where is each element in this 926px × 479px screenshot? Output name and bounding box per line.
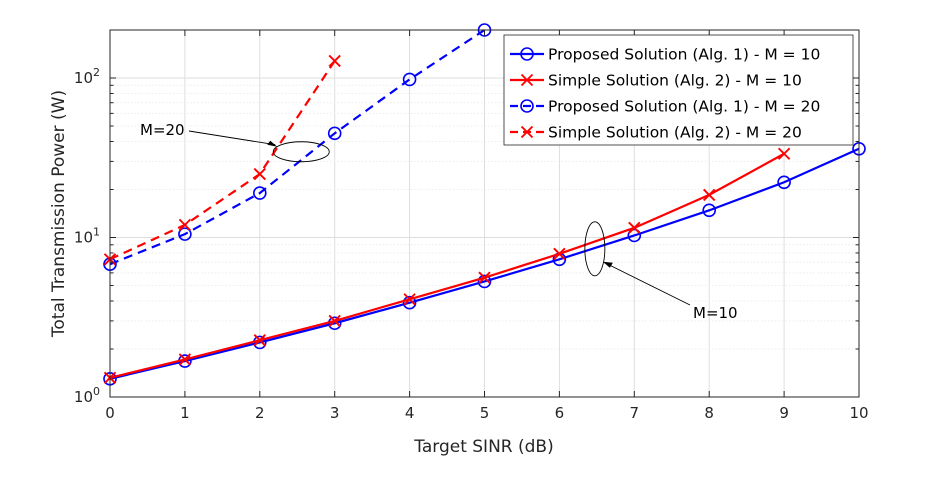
x-tick-label: 10 [849,404,868,422]
annotation-arrow-m20 [188,130,276,146]
marker-x-stroke [328,314,341,328]
marker-circle [402,295,417,310]
marker-circle [627,228,642,243]
series-line [109,147,860,380]
x-tick-label: 6 [555,404,565,422]
x-tick-label: 5 [480,404,490,422]
x-tick-label: 3 [330,404,340,422]
x-tick-label: 8 [704,404,714,422]
marker-x [253,334,266,347]
annotation-ellipse-m20 [272,141,330,163]
marker-x [520,125,534,139]
marker-x [403,293,416,306]
marker-x [520,73,534,87]
x-tick-label: 4 [405,404,415,422]
series-line [109,152,785,379]
legend-label: Simple Solution (Alg. 2) - M = 20 [548,124,802,142]
legend-entry: Proposed Solution (Alg. 1) - M = 20 [510,98,820,116]
marker-x [178,218,192,232]
annotation-arrowhead-m20 [267,140,278,147]
marker-x-stroke [328,54,341,68]
marker-x-stroke [403,293,416,306]
marker-circle [702,203,717,218]
marker-circle [520,99,534,113]
marker-x-stroke [520,125,534,139]
y-tick-label: 101 [74,226,100,247]
legend-label: Simple Solution (Alg. 2) - M = 10 [548,72,802,90]
ticks: 0 1 2 3 4 5 6 7 8 9 10 100 101 102 [74,29,869,422]
marker-x [628,221,641,234]
marker-x [553,247,566,261]
marker-circle [327,126,342,141]
x-tick-label: 7 [630,404,640,422]
marker-x-stroke [253,167,266,181]
x-tick-label: 9 [779,404,789,422]
marker-x-stroke [777,147,791,160]
marker-x-stroke [628,221,641,234]
marker-x-stroke [253,334,266,347]
legend-label: Proposed Solution (Alg. 1) - M = 10 [548,46,820,64]
legend-entry: Simple Solution (Alg. 2) - M = 20 [510,124,802,142]
annotation-ellipse-m10 [584,221,606,277]
y-tick-label: 102 [74,66,100,87]
x-axis-label: Target SINR (dB) [413,437,553,457]
marker-x [178,353,192,366]
series-layer [103,23,866,386]
legend: Proposed Solution (Alg. 1) - M = 10 Simp… [503,34,854,146]
x-tick-label: 2 [255,404,265,422]
legend-symbol [510,125,544,139]
legend-symbol [510,73,544,87]
marker-x [777,147,791,160]
annotation-label-m10: M=10 [693,304,738,322]
marker-x [328,54,341,68]
x-tick-label: 0 [105,404,115,422]
x-tick-label: 1 [180,404,190,422]
marker-x [478,271,491,284]
annotation-arrow-m10 [604,262,691,306]
marker-x [328,314,341,328]
series-line [109,60,336,261]
annotation-label-m20: M=20 [140,121,185,139]
marker-circle [252,186,267,200]
marker-x-stroke [178,218,192,232]
legend-box [503,34,854,146]
annotations: M=20 M=10 [140,121,738,322]
marker-x-stroke [478,271,491,284]
marker-circle [477,274,492,289]
marker-circle [520,47,534,61]
marker-x-stroke [703,188,716,202]
marker-x-stroke [553,247,566,261]
marker-circle [178,227,192,241]
legend-entry: Proposed Solution (Alg. 1) - M = 10 [510,46,820,64]
legend-symbol [510,99,544,113]
marker-x-stroke [520,73,534,87]
series-3 [103,54,341,266]
marker-x [253,167,266,181]
marker-circle [402,72,417,87]
marker-x-stroke [178,353,192,366]
marker-circle [777,175,791,190]
y-axis-label: Total Transmission Power (W) [49,90,69,338]
y-tick-label: 100 [74,385,100,406]
legend-entry: Simple Solution (Alg. 2) - M = 10 [510,72,802,90]
legend-symbol [510,47,544,61]
legend-label: Proposed Solution (Alg. 1) - M = 20 [548,98,820,116]
series-line [109,29,486,266]
marker-x [703,188,716,202]
annotation-arrowhead-m10 [602,261,613,268]
